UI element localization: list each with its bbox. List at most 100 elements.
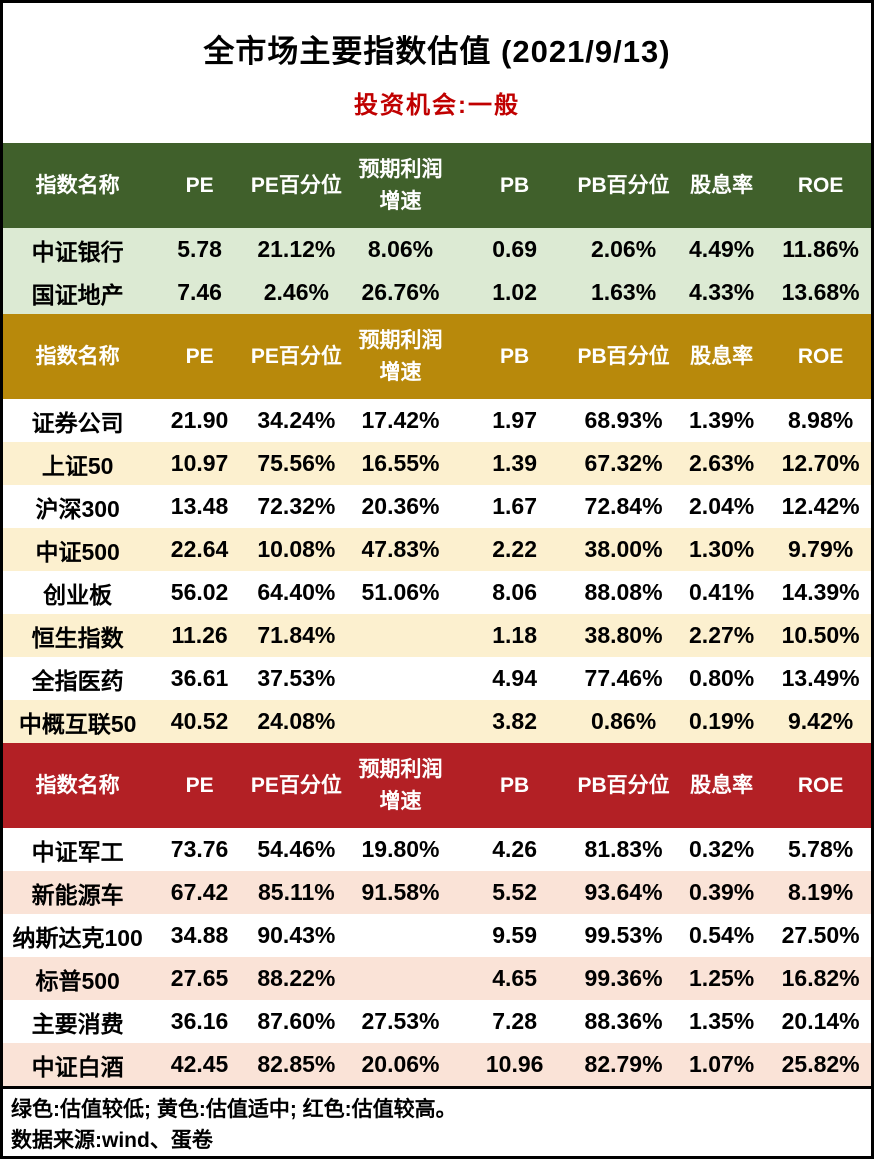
value-cell: 2.63%: [689, 450, 755, 476]
column-header: PE百分位: [250, 344, 342, 368]
value-cell: 5.78: [177, 236, 222, 262]
value-cell: 88.36%: [584, 1008, 663, 1034]
value-cell: 1.02: [492, 279, 538, 305]
valuation-table-green: 指数名称 PE PE百分位 预期利润 增速 PB PB百分位 股息率 ROE 中证银行 5.78 2…: [3, 143, 871, 314]
index-name-cell: 标普500: [35, 967, 120, 994]
value-cell: 24.08%: [257, 708, 336, 734]
column-header: PE: [185, 344, 214, 368]
value-cell: 37.53%: [257, 665, 336, 691]
column-header: PE: [185, 773, 214, 797]
value-cell: 22.64: [170, 536, 229, 562]
index-name-cell: 沪深300: [35, 495, 120, 522]
value-cell: 68.93%: [584, 407, 663, 433]
column-header: PE百分位: [250, 773, 342, 797]
value-cell: 71.84%: [257, 622, 336, 648]
column-header: PB百分位: [577, 773, 670, 797]
column-header: PE百分位: [250, 173, 342, 197]
value-cell: 34.88: [170, 922, 229, 948]
table-row: 沪深300 13.48 72.32% 20.36% 1.67 72.84% 2.04% 12.…: [3, 485, 871, 528]
table-row: 中证白酒 42.45 82.85% 20.06% 10.96 82.79% 1.07% 25.…: [3, 1043, 871, 1086]
value-cell: [346, 657, 455, 700]
value-cell: 82.85%: [257, 1051, 336, 1077]
value-cell: [346, 914, 455, 957]
table-row: 恒生指数 11.26 71.84% 1.18 38.80% 2.27% 10.50%: [3, 614, 871, 657]
data-source-text: 数据来源:wind、蛋卷: [11, 1129, 213, 1152]
value-cell: 1.39: [492, 450, 538, 476]
table-row: 纳斯达克100 34.88 90.43% 9.59 99.53% 0.54% 27.50%: [3, 914, 871, 957]
value-cell: 72.32%: [257, 493, 336, 519]
value-cell: 13.49%: [781, 665, 860, 691]
table-row: 国证地产 7.46 2.46% 26.76% 1.02 1.63% 4.33% 13.68%: [3, 271, 871, 314]
value-cell: 0.54%: [689, 922, 755, 948]
value-cell: 16.82%: [781, 965, 860, 991]
value-cell: 88.22%: [257, 965, 336, 991]
value-cell: 36.61: [170, 665, 229, 691]
value-cell: 99.53%: [584, 922, 663, 948]
index-name-cell: 国证地产: [31, 281, 124, 308]
index-name-cell: 中证军工: [31, 838, 124, 865]
value-cell: 27.53%: [361, 1008, 440, 1034]
value-cell: 1.97: [492, 407, 538, 433]
value-cell: 64.40%: [257, 579, 336, 605]
value-cell: 7.28: [492, 1008, 538, 1034]
column-header: PE: [185, 173, 214, 197]
value-cell: 19.80%: [361, 836, 440, 862]
value-cell: 9.42%: [788, 708, 854, 734]
value-cell: 54.46%: [257, 836, 336, 862]
value-cell: [346, 614, 455, 657]
value-cell: 10.96: [485, 1051, 544, 1077]
value-cell: 91.58%: [361, 879, 440, 905]
value-cell: 2.06%: [590, 236, 657, 262]
value-cell: 2.22: [492, 536, 538, 562]
index-name-cell: 全指医药: [31, 667, 124, 694]
index-name-cell: 证券公司: [31, 409, 124, 436]
value-cell: 10.50%: [781, 622, 860, 648]
value-cell: 12.70%: [781, 450, 860, 476]
value-cell: 13.68%: [781, 279, 860, 305]
value-cell: 4.94: [492, 665, 538, 691]
value-cell: 0.86%: [590, 708, 657, 734]
header-row-green: 指数名称 PE PE百分位 预期利润 增速 PB PB百分位 股息率 ROE: [3, 143, 871, 228]
value-cell: 81.83%: [584, 836, 663, 862]
value-cell: 25.82%: [781, 1051, 860, 1077]
value-cell: 0.80%: [689, 665, 755, 691]
column-header: PB: [500, 773, 530, 797]
column-header: PB: [500, 344, 530, 368]
value-cell: 38.80%: [584, 622, 663, 648]
column-header: 指数名称: [35, 773, 120, 797]
value-cell: 67.32%: [584, 450, 663, 476]
table-row: 标普500 27.65 88.22% 4.65 99.36% 1.25% 16.82%: [3, 957, 871, 1000]
value-cell: 90.43%: [257, 922, 336, 948]
value-cell: 3.82: [492, 708, 538, 734]
value-cell: 26.76%: [361, 279, 440, 305]
value-cell: 0.69: [492, 236, 538, 262]
value-cell: 82.79%: [584, 1051, 663, 1077]
value-cell: 77.46%: [584, 665, 663, 691]
value-cell: 9.59: [492, 922, 538, 948]
value-cell: [346, 957, 455, 1000]
value-cell: 87.60%: [257, 1008, 336, 1034]
column-header: PB百分位: [577, 344, 670, 368]
value-cell: 88.08%: [584, 579, 663, 605]
value-cell: 4.65: [492, 965, 538, 991]
table-row: 全指医药 36.61 37.53% 4.94 77.46% 0.80% 13.49%: [3, 657, 871, 700]
header-row-yellow: 指数名称 PE PE百分位 预期利润 增速 PB PB百分位 股息率 ROE: [3, 314, 871, 399]
column-header: ROE: [797, 173, 844, 197]
value-cell: 4.33%: [689, 279, 755, 305]
value-cell: 0.39%: [689, 879, 755, 905]
index-name-cell: 创业板: [43, 581, 113, 608]
value-cell: 40.52: [170, 708, 229, 734]
valuation-table-red: 指数名称 PE PE百分位 预期利润 增速 PB PB百分位 股息率 ROE 中证军工 73.76…: [3, 743, 871, 1086]
value-cell: 1.39%: [689, 407, 755, 433]
value-cell: 1.30%: [689, 536, 755, 562]
valuation-tables: 指数名称 PE PE百分位 预期利润 增速 PB PB百分位 股息率 ROE 中证银行 5.78 2…: [3, 143, 871, 1086]
table-row: 新能源车 67.42 85.11% 91.58% 5.52 93.64% 0.39% 8.19…: [3, 871, 871, 914]
column-header: PB百分位: [577, 173, 670, 197]
value-cell: 17.42%: [361, 407, 440, 433]
value-cell: 72.84%: [584, 493, 663, 519]
value-cell: 1.07%: [689, 1051, 755, 1077]
index-name-cell: 新能源车: [31, 881, 124, 908]
column-header: 股息率: [690, 773, 754, 797]
value-cell: 1.63%: [590, 279, 657, 305]
value-cell: 1.25%: [689, 965, 755, 991]
